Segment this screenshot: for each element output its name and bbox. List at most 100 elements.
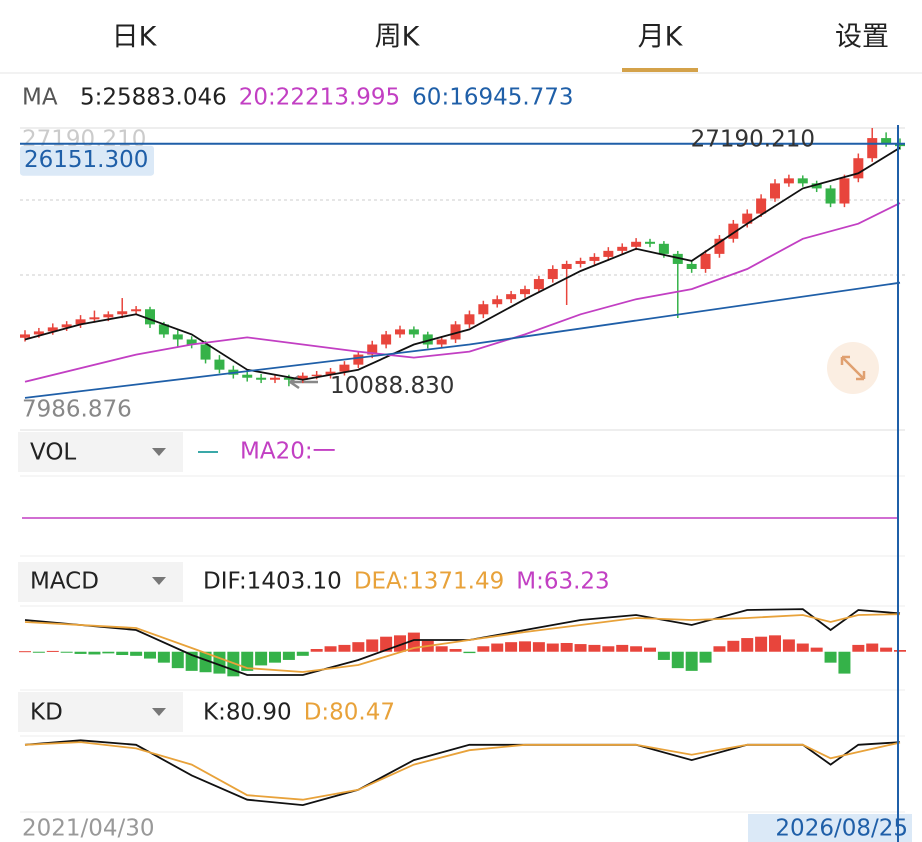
macd-bar — [880, 647, 893, 652]
indicator-line — [24, 608, 901, 676]
indicator-line — [24, 613, 901, 673]
candle-body — [381, 334, 392, 345]
vol-button-label[interactable]: VOL — [30, 440, 76, 466]
macd-bar — [171, 651, 184, 669]
candle-body — [645, 241, 655, 244]
candle-body — [658, 243, 669, 254]
candle-body — [20, 334, 30, 338]
macd-bar — [60, 651, 73, 653]
macd-bar — [46, 650, 59, 652]
candle-body — [742, 213, 753, 224]
macd-bar — [866, 643, 879, 652]
indicator-line — [24, 739, 901, 807]
candle-body — [47, 327, 58, 332]
macd-bar — [269, 651, 281, 663]
legend-item: 20:22213.995 — [239, 85, 400, 111]
legend-item: K:80.90 — [203, 700, 292, 726]
macd-bar — [116, 651, 129, 656]
macd-bar — [449, 649, 462, 652]
macd-bar — [838, 651, 851, 674]
legend-item: DEA:1371.49 — [354, 569, 504, 595]
macd-bar — [491, 643, 504, 652]
macd-bar — [157, 651, 170, 663]
crosshair-label-box — [20, 145, 154, 176]
macd-bar — [477, 646, 490, 652]
candle-body — [631, 241, 642, 247]
macd-bar — [352, 642, 365, 652]
indicator-line — [24, 281, 901, 399]
macd-bar — [532, 642, 545, 652]
candle-body — [283, 377, 294, 380]
macd-button-label[interactable]: MACD — [30, 569, 99, 595]
kd-button-label[interactable]: KD — [30, 700, 63, 726]
tab[interactable]: 设置 — [835, 22, 889, 53]
candle-body — [103, 314, 114, 318]
macd-button[interactable] — [18, 562, 183, 602]
dropdown-icon[interactable] — [152, 708, 166, 716]
candle-body — [242, 374, 253, 378]
candle-body — [436, 339, 447, 345]
end-date: 2026/08/25 — [775, 816, 908, 842]
macd-bar — [588, 644, 601, 652]
candle-body — [756, 198, 767, 214]
candle-body — [478, 304, 489, 315]
macd-bar — [199, 651, 212, 673]
macd-bar — [519, 641, 531, 652]
candle-body — [395, 329, 405, 335]
macd-bar — [366, 639, 379, 652]
candle-body — [172, 334, 183, 340]
tab-underline — [622, 68, 698, 72]
min-label: 10088.830 — [330, 373, 454, 399]
macd-bar — [546, 643, 559, 652]
candle-body — [672, 253, 683, 264]
macd-bar — [671, 651, 684, 669]
macd-bar — [74, 651, 87, 654]
tab[interactable]: 周K — [375, 22, 421, 53]
candle-body — [297, 375, 308, 380]
macd-bar — [796, 643, 809, 652]
ma-label: MA — [22, 85, 58, 111]
start-date: 2021/04/30 — [22, 816, 155, 842]
candle-body — [506, 294, 517, 300]
candle-body — [256, 377, 267, 380]
candle-body — [408, 329, 419, 335]
macd-bar — [769, 635, 781, 652]
expand-button[interactable] — [827, 342, 879, 394]
candle-body — [853, 158, 864, 179]
candle-body — [145, 309, 155, 325]
candle-body — [464, 314, 475, 325]
tab[interactable]: 日K — [112, 22, 158, 53]
macd-bar — [32, 651, 45, 653]
macd-bar — [630, 646, 643, 652]
candle-body — [75, 319, 86, 325]
candle-body — [450, 324, 461, 340]
macd-bar — [324, 646, 337, 652]
dropdown-icon[interactable] — [152, 577, 166, 585]
candle-body — [117, 311, 128, 315]
candle-body — [547, 268, 558, 280]
candle-body — [575, 260, 586, 264]
macd-bar — [435, 646, 448, 652]
candle-body — [811, 183, 822, 189]
macd-bar — [782, 639, 795, 652]
macd-bar — [644, 647, 656, 652]
macd-bar — [824, 651, 837, 663]
candle-body — [339, 364, 350, 372]
tab[interactable]: 月K — [638, 22, 684, 53]
macd-bar — [394, 635, 406, 652]
macd-bar — [463, 651, 476, 654]
candle-body — [561, 263, 572, 269]
candle-body — [200, 344, 211, 360]
macd-bar — [894, 650, 906, 652]
macd-bar — [657, 651, 670, 660]
candle-body — [186, 339, 197, 345]
candle-body — [770, 183, 780, 199]
macd-bar — [102, 651, 115, 654]
macd-bar — [310, 649, 323, 652]
macd-bar — [282, 651, 295, 660]
candle-body — [700, 253, 711, 269]
dropdown-icon[interactable] — [152, 448, 166, 456]
macd-bar — [852, 644, 865, 652]
legend-item: 60:16945.773 — [412, 85, 573, 111]
expand-icon[interactable] — [840, 355, 866, 381]
